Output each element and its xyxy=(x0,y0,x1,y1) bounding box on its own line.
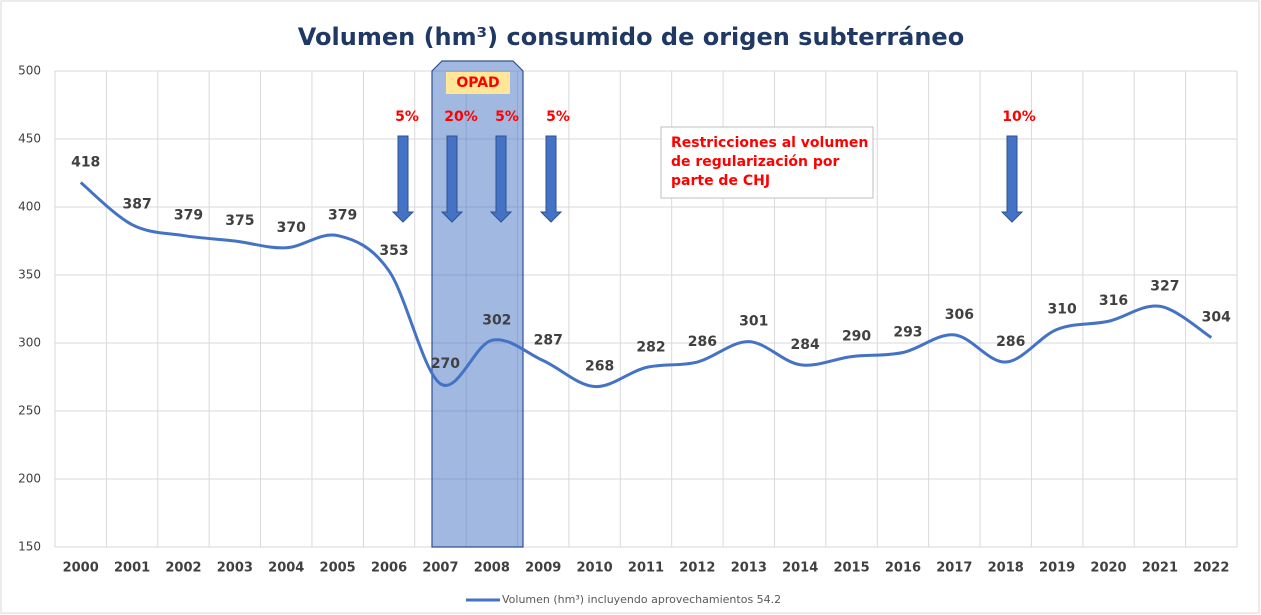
data-label: 327 xyxy=(1150,278,1179,294)
x-tick-label: 2006 xyxy=(371,561,407,576)
data-label: 370 xyxy=(277,220,306,236)
data-label: 284 xyxy=(791,337,820,353)
data-label: 306 xyxy=(945,307,974,323)
data-label: 353 xyxy=(379,243,408,259)
x-tick-label: 2014 xyxy=(782,561,818,576)
y-tick-label: 350 xyxy=(18,268,41,282)
data-label: 375 xyxy=(225,213,254,229)
data-label: 287 xyxy=(534,333,563,349)
x-tick-label: 2010 xyxy=(577,561,613,576)
note-line: parte de CHJ xyxy=(671,173,770,189)
x-tick-label: 2000 xyxy=(63,561,99,576)
x-tick-label: 2003 xyxy=(217,561,253,576)
x-tick-label: 2022 xyxy=(1193,561,1229,576)
x-tick-label: 2004 xyxy=(268,561,304,576)
x-tick-label: 2012 xyxy=(679,561,715,576)
y-tick-label: 450 xyxy=(18,132,41,146)
marks: 418 387 379 375 370 379 353 270 302 287 268 282 286 3… xyxy=(71,155,1231,606)
restriction-label: 5% xyxy=(495,109,519,125)
restriction-arrow xyxy=(539,135,563,223)
chart-title: Volumen (hm³) consumido de origen subter… xyxy=(298,23,964,51)
y-tick-label: 250 xyxy=(18,404,41,418)
x-tick-label: 2016 xyxy=(885,561,921,576)
legend-label: Volumen (hm³) incluyendo aprovechamiento… xyxy=(502,593,781,606)
data-label: 286 xyxy=(996,334,1025,350)
x-tick-label: 2008 xyxy=(474,561,510,576)
data-label: 379 xyxy=(174,208,203,224)
opad-label: OPAD xyxy=(456,75,499,91)
y-tick-label: 200 xyxy=(18,472,41,486)
data-label: 418 xyxy=(71,155,100,171)
x-tick-label: 2007 xyxy=(422,561,458,576)
restriction-label: 5% xyxy=(546,109,570,125)
x-tick-label: 2018 xyxy=(988,561,1024,576)
restriction-arrow xyxy=(1000,135,1024,223)
data-label: 290 xyxy=(842,329,871,345)
data-label: 387 xyxy=(122,197,151,213)
data-label: 379 xyxy=(328,208,357,224)
restriction-label: 5% xyxy=(395,109,419,125)
x-tick-label: 2021 xyxy=(1142,561,1178,576)
data-label: 304 xyxy=(1202,310,1231,326)
note-line: de regularización por xyxy=(671,154,840,170)
y-tick-label: 400 xyxy=(18,200,41,214)
data-label: 268 xyxy=(585,359,614,375)
x-tick-label: 2015 xyxy=(833,561,869,576)
opad-label-box xyxy=(446,72,510,94)
data-label: 316 xyxy=(1099,293,1128,309)
y-tick-label: 500 xyxy=(18,64,41,78)
y-tick-label: 300 xyxy=(18,336,41,350)
restriction-arrow xyxy=(440,135,464,223)
data-label: 302 xyxy=(482,312,511,328)
x-tick-label: 2019 xyxy=(1039,561,1075,576)
opad-band xyxy=(431,60,524,548)
restriction-label: 20% xyxy=(444,109,478,125)
data-label: 286 xyxy=(688,334,717,350)
restriction-arrow xyxy=(391,135,415,223)
band-layer: OPAD 5% 20% 5% 5% 10% Restricciones al volumen… xyxy=(391,60,1036,548)
data-label: 270 xyxy=(431,356,460,372)
data-label: 301 xyxy=(739,314,768,330)
restriction-label: 10% xyxy=(1002,109,1036,125)
data-label: 293 xyxy=(893,325,922,341)
x-tick-label: 2017 xyxy=(936,561,972,576)
data-label: 282 xyxy=(636,339,665,355)
restriction-arrow xyxy=(489,135,513,223)
x-tick-label: 2020 xyxy=(1090,561,1126,576)
x-tick-label: 2005 xyxy=(320,561,356,576)
y-tick-label: 150 xyxy=(18,540,41,554)
note-line: Restricciones al volumen xyxy=(671,135,868,151)
note-box xyxy=(660,126,874,199)
x-tick-label: 2013 xyxy=(731,561,767,576)
x-tick-label: 2011 xyxy=(628,561,664,576)
x-tick-label: 2001 xyxy=(114,561,150,576)
data-label: 310 xyxy=(1048,301,1077,317)
series-line xyxy=(79,181,1213,389)
x-tick-label: 2002 xyxy=(165,561,201,576)
x-tick-label: 2009 xyxy=(525,561,561,576)
